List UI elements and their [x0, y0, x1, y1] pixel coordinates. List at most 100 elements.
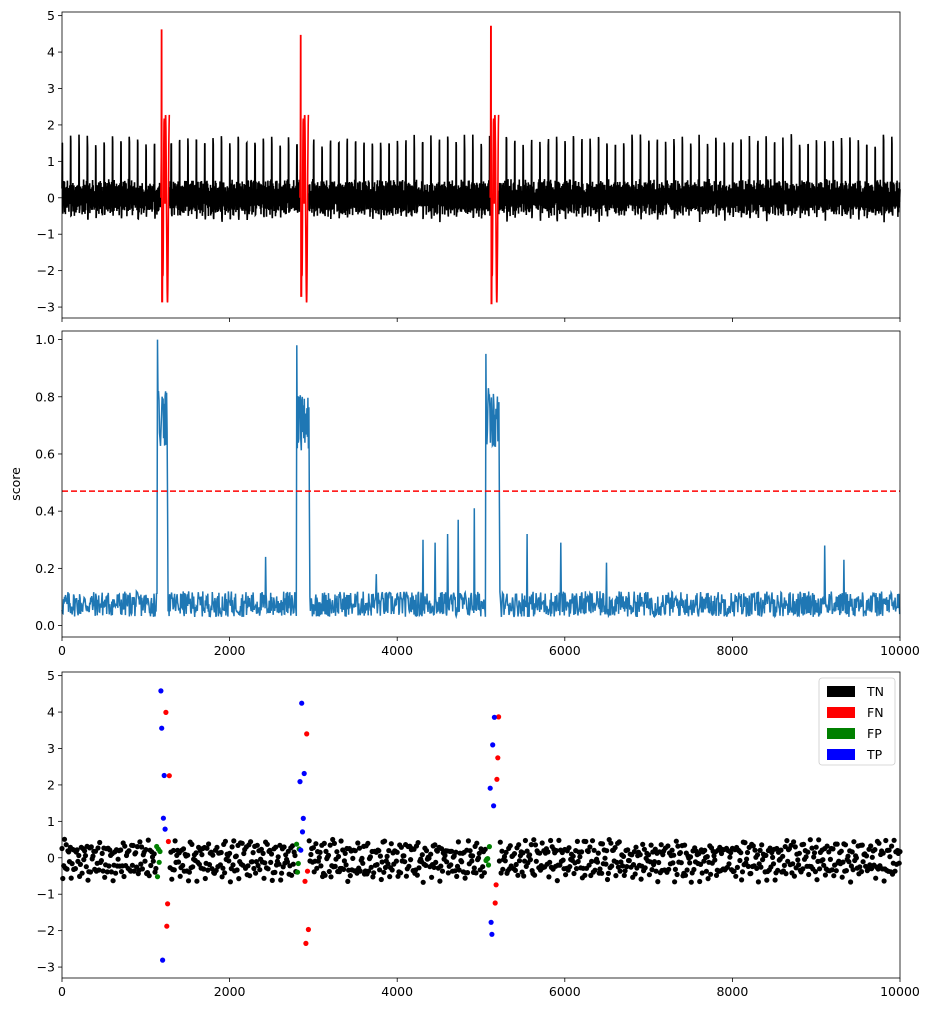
tn-point — [516, 842, 522, 848]
tn-point — [60, 875, 66, 882]
tn-point — [829, 867, 835, 873]
fn-points — [163, 709, 502, 947]
tn-point — [579, 849, 585, 855]
tn-point — [222, 870, 228, 876]
tn-point — [742, 840, 748, 846]
tn-point — [556, 837, 562, 844]
tn-point — [387, 874, 393, 880]
tn-point — [118, 847, 124, 853]
tn-point — [328, 874, 334, 880]
tn-point — [138, 861, 144, 867]
tn-point — [763, 852, 769, 859]
tn-point — [453, 849, 459, 855]
tn-point — [599, 870, 605, 876]
fn-point — [163, 709, 169, 716]
fp-points — [154, 841, 492, 880]
tn-point — [189, 841, 195, 848]
tn-point — [520, 850, 526, 856]
tp-point — [159, 725, 165, 731]
tn-point — [272, 869, 278, 876]
tn-point — [566, 845, 572, 851]
tn-point — [276, 861, 282, 867]
tn-point — [442, 852, 448, 859]
classification-plot-frame — [61, 671, 901, 979]
tn-point — [678, 860, 684, 866]
tn-point — [811, 850, 818, 856]
fn-point — [494, 776, 500, 782]
tn-point — [219, 874, 225, 880]
tn-point — [616, 839, 622, 845]
x-tick-label: 0 — [58, 984, 66, 999]
tn-point — [454, 873, 460, 880]
tn-point — [630, 862, 637, 868]
x-tick-label: 8000 — [716, 984, 748, 999]
tn-point — [790, 861, 796, 867]
tn-point — [750, 843, 756, 849]
tn-point — [652, 846, 658, 852]
tn-point — [428, 851, 434, 857]
tn-point — [87, 869, 94, 875]
score-series — [61, 339, 901, 620]
tn-point — [807, 837, 813, 843]
tn-point — [74, 847, 80, 853]
tn-point — [713, 872, 720, 879]
tn-point — [113, 870, 119, 876]
tn-point — [386, 848, 392, 854]
tn-point — [210, 852, 216, 858]
tn-point — [737, 857, 743, 864]
tn-point — [840, 859, 846, 865]
tn-point — [104, 869, 110, 875]
tn-point — [524, 848, 530, 854]
tn-point — [284, 859, 290, 865]
tn-point — [449, 848, 455, 854]
tn-point — [97, 839, 103, 846]
tn-point — [90, 853, 96, 859]
tn-point — [438, 863, 444, 869]
fp-point — [294, 869, 301, 875]
tp-point — [489, 931, 495, 937]
tn-point — [889, 843, 895, 849]
fn-point — [493, 882, 499, 888]
tn-point — [474, 840, 480, 846]
y-tick-label: 0.6 — [35, 446, 55, 461]
y-tick-label: 5 — [47, 668, 55, 683]
tn-point — [573, 866, 580, 872]
tn-point — [381, 869, 387, 875]
tn-point — [827, 856, 834, 863]
tn-point — [618, 859, 624, 865]
x-tick-label: 6000 — [549, 984, 581, 999]
tp-point — [491, 803, 497, 809]
tn-point — [712, 857, 718, 863]
tn-point — [665, 843, 671, 849]
tn-point — [325, 852, 332, 858]
anomaly-line — [160, 29, 171, 303]
tn-point — [547, 859, 553, 865]
tn-point — [96, 867, 102, 873]
tn-point — [289, 843, 296, 849]
y-tick-label: 0.2 — [35, 561, 55, 576]
tn-point — [365, 840, 371, 847]
tn-point — [377, 853, 383, 859]
tn-point — [816, 837, 822, 843]
tn-point — [791, 873, 798, 879]
tn-point — [849, 849, 855, 855]
tn-point — [755, 879, 762, 885]
tn-point — [731, 868, 737, 874]
tn-point — [318, 863, 324, 869]
y-tick-label: −1 — [37, 887, 55, 902]
tn-point — [384, 853, 390, 860]
fp-point — [154, 874, 161, 880]
y-tick-label: −3 — [37, 960, 55, 975]
tn-point — [655, 879, 661, 885]
tn-point — [734, 864, 741, 871]
x-tick-label: 2000 — [214, 984, 246, 999]
tn-point — [838, 848, 844, 854]
tp-point — [161, 772, 167, 779]
y-tick-label: 1 — [47, 154, 55, 169]
tn-point — [151, 851, 157, 857]
y-tick-label: 1.0 — [35, 332, 55, 347]
signal-line — [498, 134, 901, 223]
tn-point — [148, 862, 154, 869]
tn-point — [708, 871, 714, 877]
